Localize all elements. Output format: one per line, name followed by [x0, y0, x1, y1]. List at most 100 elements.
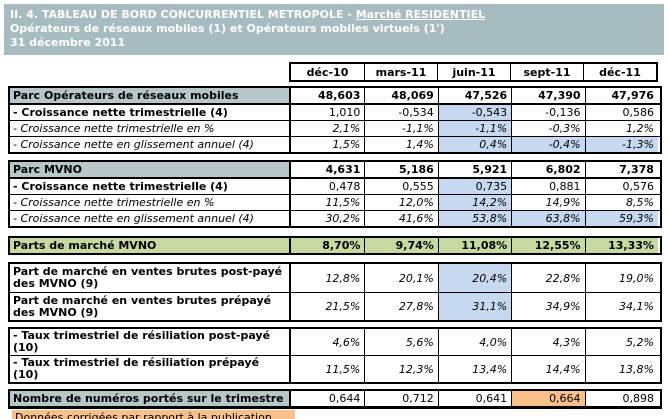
row-label: - Croissance nette trimestrielle en %	[10, 195, 291, 210]
value-cell: -1,3%	[584, 137, 658, 152]
table-row: Parc MVNO 4,631 5,186 5,921 6,802 7,378	[10, 162, 660, 178]
value-cell: 47,976	[584, 88, 658, 103]
row-label: - Croissance nette trimestrielle en %	[10, 121, 291, 136]
value-cell: 0,641	[437, 391, 511, 406]
value-cell: 13,33%	[584, 238, 658, 253]
column-header-5: déc-11	[583, 64, 656, 80]
value-cell: 4,0%	[437, 329, 511, 355]
section-resiliation: - Taux trimestriel de résiliation post-p…	[8, 327, 662, 384]
column-header-1: déc-10	[306, 66, 349, 79]
row-label: Parc Opérateurs de réseaux mobiles	[10, 88, 291, 103]
report-date: 31 décembre 2011	[10, 36, 126, 49]
value-cell: 20,4%	[437, 264, 512, 292]
table-sections: Parc Opérateurs de réseaux mobiles 48,603…	[8, 86, 664, 409]
report-title-band: II. 4. TABLEAU DE BORD CONCURRENTIEL MET…	[4, 4, 664, 55]
value-cell: 2,1%	[332, 122, 361, 135]
value-cell: 1,5%	[332, 138, 361, 151]
footnote-corrected-data: Données corrigées par rapport à la publi…	[12, 410, 295, 419]
value-cell: 53,8%	[437, 211, 512, 226]
row-label: - Taux trimestriel de résiliation prépay…	[10, 356, 291, 382]
value-cell: 31,1%	[437, 293, 512, 320]
value-cell: 13,8%	[584, 356, 658, 382]
value-cell: 0,555	[364, 179, 437, 194]
value-cell: 4,631	[325, 163, 361, 176]
value-cell: 5,186	[364, 162, 437, 177]
value-cell: 5,2%	[584, 329, 658, 355]
value-cell: 48,603	[317, 89, 361, 102]
value-cell: -0,4%	[511, 137, 585, 152]
table-row: Nombre de numéros portés sur le trimestr…	[10, 391, 660, 407]
value-cell: 13,4%	[437, 356, 511, 382]
value-cell: -0,136	[511, 105, 584, 120]
value-cell: 0,478	[328, 180, 361, 193]
table-row: Parc Opérateurs de réseaux mobiles 48,603…	[10, 88, 660, 104]
column-header-4: sept-11	[510, 64, 583, 80]
value-cell: 11,08%	[437, 238, 512, 253]
column-header-2: mars-11	[364, 64, 437, 80]
table-row: - Croissance nette trimestrielle en % 11,…	[10, 194, 660, 210]
value-cell: 0,4%	[437, 137, 512, 152]
table-row: - Croissance nette trimestrielle en % 2,1…	[10, 120, 660, 136]
value-cell: 14,4%	[511, 356, 584, 382]
table-row: - Taux trimestriel de résiliation post-p…	[10, 329, 660, 355]
value-cell: 27,8%	[364, 293, 437, 320]
value-cell: 63,8%	[511, 211, 585, 226]
value-cell: 12,55%	[511, 238, 585, 253]
value-cell: 1,010	[328, 106, 361, 119]
value-cell: 9,74%	[364, 238, 438, 253]
value-cell: 11,5%	[325, 196, 361, 209]
value-cell: 21,5%	[325, 300, 361, 313]
value-cell: 14,2%	[437, 195, 512, 210]
value-cell: 0,644	[328, 392, 361, 405]
value-cell: 6,802	[511, 162, 584, 177]
value-cell: 0,712	[364, 391, 437, 406]
section-numeros-portes: Nombre de numéros portés sur le trimestr…	[8, 389, 662, 409]
value-cell: 1,4%	[364, 137, 437, 152]
value-cell: 34,1%	[584, 293, 658, 320]
table-row: - Croissance nette trimestrielle (4) 1,01…	[10, 104, 660, 120]
value-cell: 12,0%	[364, 195, 437, 210]
row-label: Parc MVNO	[10, 162, 291, 177]
table-row: Part de marché en ventes brutes prépayé …	[10, 292, 660, 320]
section-parc-omr: Parc Opérateurs de réseaux mobiles 48,603…	[8, 86, 662, 154]
section-parc-mvno: Parc MVNO 4,631 5,186 5,921 6,802 7,378- Croi…	[8, 160, 662, 228]
value-cell: 8,5%	[584, 195, 658, 210]
section-parts-marche-mvno: Parts de marché MVNO 8,70% 9,74% 11,08% 12,5…	[8, 236, 662, 255]
value-cell: 4,3%	[511, 329, 584, 355]
value-cell: -1,1%	[437, 121, 512, 136]
value-cell: -1,1%	[364, 121, 437, 136]
row-label: Nombre de numéros portés sur le trimestr…	[10, 391, 291, 406]
column-header-3: juin-11	[437, 64, 510, 80]
column-header-row: déc-10 mars-11 juin-11 sept-11 déc-11	[8, 62, 664, 82]
value-cell: 20,1%	[364, 264, 437, 292]
table-row: - Taux trimestriel de résiliation prépay…	[10, 355, 660, 382]
row-label: - Croissance nette en glissement annuel …	[10, 211, 291, 226]
value-cell: 5,921	[437, 162, 511, 177]
value-cell: 5,6%	[364, 329, 437, 355]
table-row: - Croissance nette en glissement annuel …	[10, 136, 660, 152]
value-cell: 48,069	[364, 88, 437, 103]
report-title-prefix: II. 4. TABLEAU DE BORD CONCURRENTIEL MET…	[10, 8, 356, 21]
row-label: - Croissance nette en glissement annuel …	[10, 137, 291, 152]
report-title: II. 4. TABLEAU DE BORD CONCURRENTIEL MET…	[10, 8, 658, 22]
report-subtitle: Opérateurs de réseaux mobiles (1) et Opé…	[10, 22, 445, 35]
value-cell: 12,3%	[364, 356, 437, 382]
value-cell: -0,534	[364, 105, 437, 120]
value-cell: 22,8%	[511, 264, 584, 292]
table-row: - Croissance nette trimestrielle (4) 0,47…	[10, 178, 660, 194]
section-ventes-brutes: Part de marché en ventes brutes post-pay…	[8, 262, 662, 322]
table-row: Parts de marché MVNO 8,70% 9,74% 11,08% 12,5…	[10, 238, 660, 253]
value-cell: 0,586	[584, 105, 658, 120]
row-label: - Taux trimestriel de résiliation post-p…	[10, 329, 291, 355]
value-cell: 0,576	[584, 179, 658, 194]
column-header-spacer	[8, 62, 289, 82]
value-cell: 0,898	[584, 391, 658, 406]
value-cell: 47,526	[437, 88, 511, 103]
value-cell: 11,5%	[325, 362, 361, 376]
value-cell: 0,735	[437, 179, 512, 194]
row-label: Part de marché en ventes brutes post-pay…	[10, 264, 291, 292]
row-label: - Croissance nette trimestrielle (4)	[10, 105, 291, 120]
value-cell: 1,2%	[584, 121, 658, 136]
report-title-market: Marché RESIDENTIEL	[355, 8, 486, 21]
value-cell: 47,390	[511, 88, 584, 103]
